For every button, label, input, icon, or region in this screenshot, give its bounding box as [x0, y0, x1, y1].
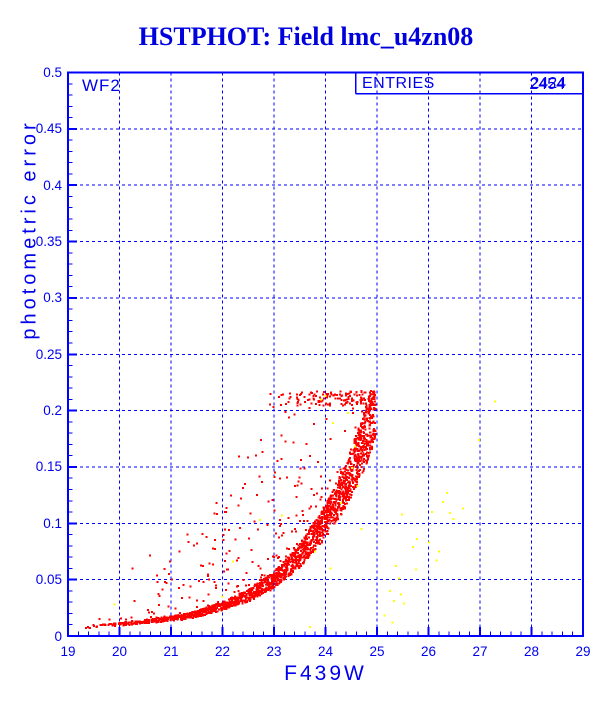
y-tick-label: 0 — [54, 628, 62, 644]
y-tick-label: 0.2 — [43, 403, 62, 419]
entries-value-primary: 2424 — [530, 75, 566, 92]
y-tick-label: 0.35 — [35, 234, 62, 250]
x-tick-label: 19 — [60, 644, 76, 659]
y-tick-label: 0.25 — [35, 346, 62, 362]
y-tick-label: 0.15 — [35, 459, 62, 475]
x-tick-label: 22 — [214, 644, 231, 659]
x-tick-label: 26 — [420, 644, 437, 659]
x-tick-label: 20 — [111, 644, 128, 659]
entries-label: ENTRIES — [362, 75, 435, 92]
x-tick-label: 21 — [163, 644, 179, 659]
y-tick-label: 0.05 — [35, 572, 62, 588]
chip-label: WF2 — [82, 76, 121, 95]
x-tick-label: 25 — [369, 644, 385, 659]
entries-value-secondary: 2454 — [529, 76, 565, 93]
x-tick-label: 24 — [317, 644, 334, 659]
y-tick-label: 0.45 — [35, 121, 62, 137]
y-tick-label: 0.5 — [43, 65, 62, 80]
x-tick-label: 27 — [472, 644, 488, 659]
x-tick-label: 28 — [523, 644, 540, 659]
page-title: HSTPHOT: Field lmc_u4zn08 — [138, 22, 474, 51]
x-axis-title: F439W — [284, 662, 367, 685]
y-tick-label: 0.4 — [43, 177, 62, 193]
y-tick-label: 0.3 — [43, 290, 62, 306]
x-tick-label: 23 — [266, 644, 282, 659]
entries-values: 2454 2424 — [514, 75, 566, 93]
y-tick-label: 0.1 — [43, 515, 62, 531]
x-tick-label: 29 — [575, 644, 591, 659]
